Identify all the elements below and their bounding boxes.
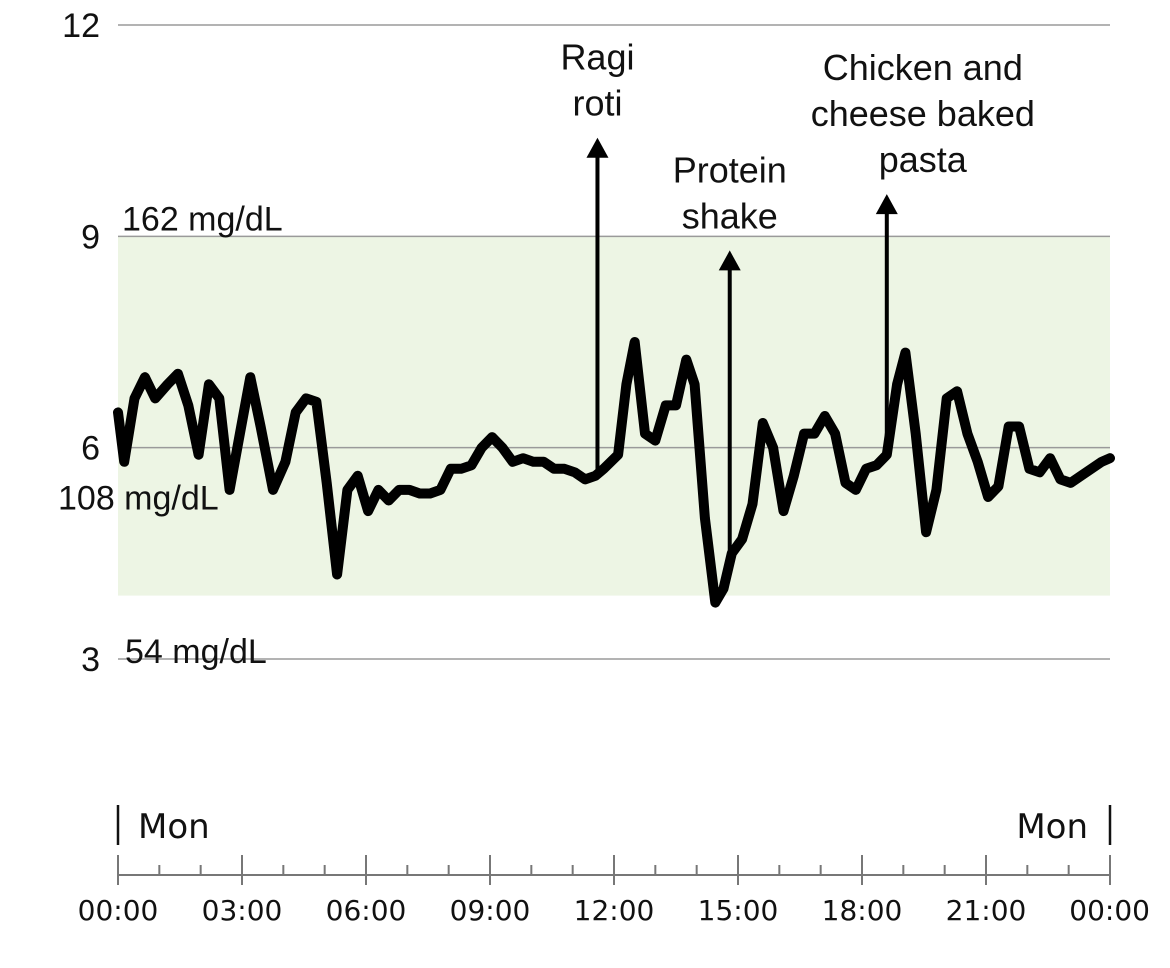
y-tick-labels: 12 9 6 3 [62,7,100,679]
x-tick-label: 00:00 [1069,894,1150,927]
annotation-marker: Protein shake [673,149,787,554]
annotation-marker: Chicken and cheese baked pasta [811,47,1035,455]
annotation-label: Protein [673,149,787,190]
y-tick-label: 3 [81,641,100,679]
annotation-label: Chicken and [823,47,1023,88]
y-tick-label: 12 [62,7,100,45]
x-tick-label: 06:00 [326,894,407,927]
annotation-arrow-head [718,250,741,271]
x-tick-label: 09:00 [450,894,531,927]
annotation-marker: Ragi roti [560,37,634,476]
annotation-label: cheese baked [811,93,1035,134]
level-labels: 162 mg/dL 108 mg/dL 54 mg/dL [58,200,283,671]
day-label-start: Mon [138,807,210,847]
x-tick-label: 18:00 [822,894,903,927]
mgdl-level-label: 162 mg/dL [122,200,283,238]
annotation-arrow-head [586,137,609,158]
mgdl-level-label: 54 mg/dL [125,633,267,671]
y-tick-label: 9 [81,218,100,256]
day-labels: Mon Mon [116,805,1112,847]
x-tick-label: 21:00 [946,894,1027,927]
x-tick-label: 12:00 [574,894,655,927]
x-tick-label: 00:00 [78,894,159,927]
mgdl-level-label: 108 mg/dL [58,480,219,518]
annotation-label: roti [572,83,622,124]
x-axis: 00:00 03:00 06:00 09:00 12:00 15:00 18:00 21:00… [78,855,1150,927]
annotation-label: Ragi [560,37,634,78]
glucose-series-line [113,337,1115,608]
x-tick-label: 15:00 [698,894,779,927]
annotation-label: shake [682,195,778,236]
annotation-label: pasta [879,139,968,180]
annotations: Ragi roti Protein shake Chicken and cheese ba… [560,37,1035,554]
y-tick-label: 6 [81,430,100,468]
annotation-arrow-head [875,194,898,215]
day-label-end: Mon [1016,807,1088,847]
x-tick-label: 03:00 [202,894,283,927]
